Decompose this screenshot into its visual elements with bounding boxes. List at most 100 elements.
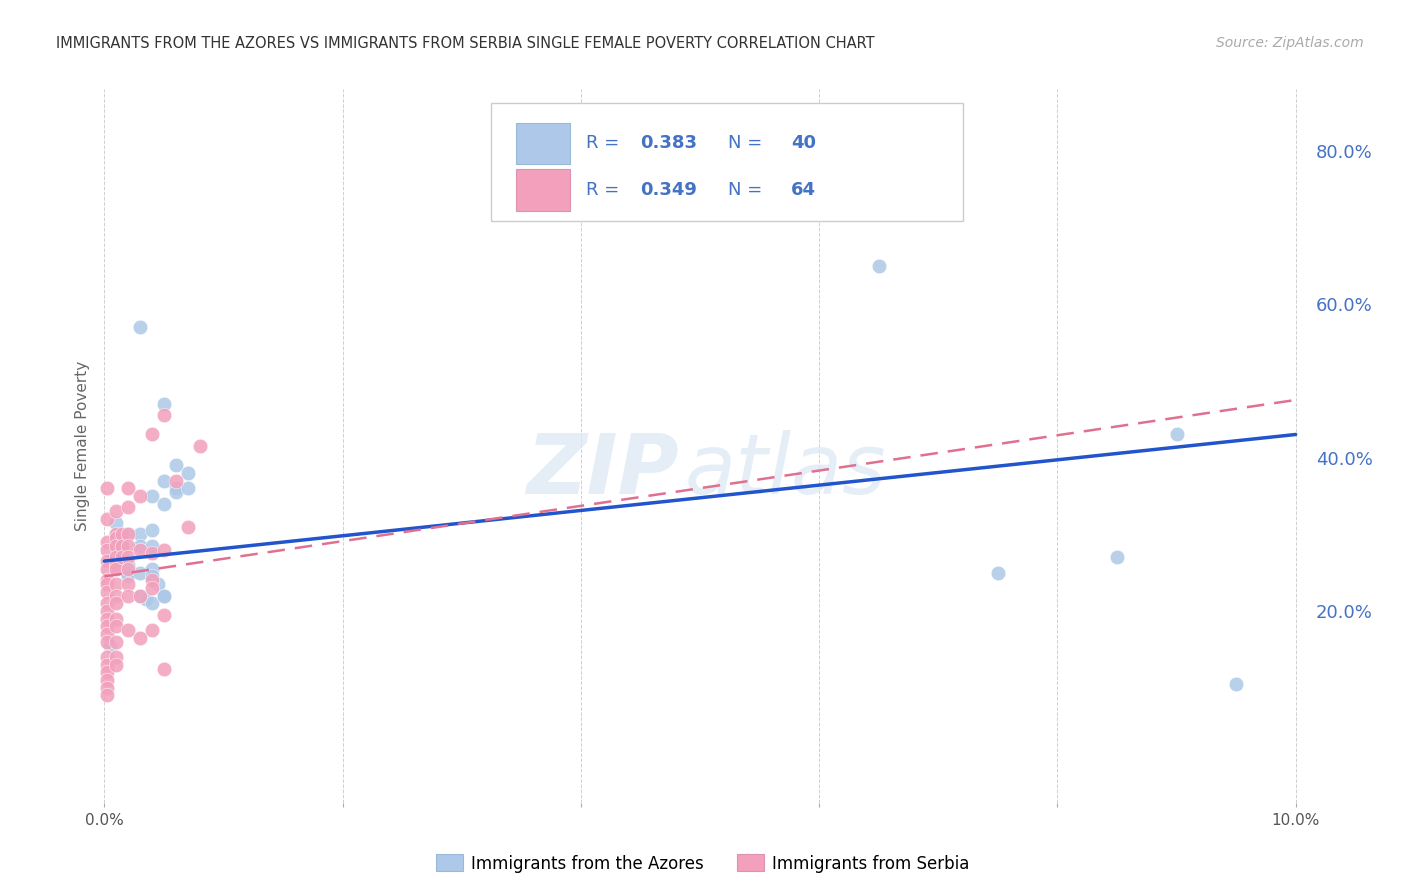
Point — [96, 512, 118, 526]
Point — [117, 569, 139, 583]
Point — [105, 550, 128, 565]
Point — [153, 497, 176, 511]
Point — [129, 527, 152, 541]
Point — [96, 577, 118, 591]
Point — [177, 466, 200, 480]
Point — [117, 527, 139, 541]
FancyBboxPatch shape — [492, 103, 963, 221]
Point — [111, 539, 134, 553]
Point — [96, 604, 118, 618]
Point — [111, 550, 134, 565]
Point — [1166, 427, 1188, 442]
Point — [117, 577, 139, 591]
Point — [129, 320, 152, 334]
Point — [96, 584, 118, 599]
Point — [96, 481, 118, 495]
Y-axis label: Single Female Poverty: Single Female Poverty — [75, 361, 90, 531]
Point — [96, 650, 118, 665]
Point — [117, 589, 139, 603]
Point — [141, 524, 163, 538]
Text: R =: R = — [586, 181, 624, 199]
Point — [188, 439, 211, 453]
Point — [96, 681, 118, 695]
Point — [105, 657, 128, 672]
Point — [117, 539, 139, 553]
Point — [1105, 550, 1128, 565]
Point — [177, 481, 200, 495]
Text: 40: 40 — [792, 135, 817, 153]
Point — [165, 485, 187, 500]
Point — [96, 665, 118, 680]
Point — [117, 481, 139, 495]
Point — [111, 527, 134, 541]
Point — [153, 589, 176, 603]
Point — [117, 527, 139, 541]
Point — [111, 550, 134, 565]
Point — [153, 397, 176, 411]
Point — [177, 519, 200, 533]
Point — [141, 489, 163, 503]
Point — [105, 612, 128, 626]
Text: N =: N = — [728, 135, 769, 153]
Text: Source: ZipAtlas.com: Source: ZipAtlas.com — [1216, 36, 1364, 50]
Point — [105, 596, 128, 610]
Point — [165, 458, 187, 473]
Text: 0.383: 0.383 — [640, 135, 697, 153]
Point — [96, 612, 118, 626]
Point — [987, 566, 1010, 580]
Point — [117, 623, 139, 637]
Point — [105, 531, 128, 545]
Point — [153, 542, 176, 557]
Point — [103, 554, 125, 568]
Point — [129, 631, 152, 645]
Point — [153, 474, 176, 488]
Point — [96, 542, 118, 557]
Text: ZIP: ZIP — [526, 431, 679, 511]
Point — [96, 689, 118, 703]
Point — [98, 639, 121, 653]
Point — [96, 562, 118, 576]
Point — [141, 581, 163, 595]
Point — [141, 596, 163, 610]
Point — [105, 550, 128, 565]
Point — [105, 650, 128, 665]
Point — [117, 550, 139, 565]
Point — [105, 634, 128, 648]
Text: 0.349: 0.349 — [640, 181, 697, 199]
Point — [868, 259, 890, 273]
Point — [96, 627, 118, 641]
Point — [141, 623, 163, 637]
Point — [141, 569, 163, 583]
Point — [153, 661, 176, 675]
Point — [129, 542, 152, 557]
Point — [165, 481, 187, 495]
FancyBboxPatch shape — [516, 169, 569, 211]
Point — [105, 619, 128, 633]
FancyBboxPatch shape — [516, 123, 569, 164]
Point — [105, 527, 128, 541]
Point — [105, 562, 128, 576]
Point — [129, 489, 152, 503]
Point — [141, 539, 163, 553]
Point — [129, 589, 152, 603]
Point — [129, 589, 152, 603]
Point — [96, 634, 118, 648]
Point — [135, 592, 157, 607]
Point — [129, 539, 152, 553]
Point — [117, 558, 139, 572]
Point — [96, 673, 118, 687]
Point — [117, 562, 139, 576]
Point — [141, 427, 163, 442]
Point — [153, 409, 176, 423]
Point — [105, 539, 128, 553]
Point — [105, 558, 128, 572]
Point — [96, 554, 118, 568]
Point — [105, 539, 128, 553]
Text: IMMIGRANTS FROM THE AZORES VS IMMIGRANTS FROM SERBIA SINGLE FEMALE POVERTY CORRE: IMMIGRANTS FROM THE AZORES VS IMMIGRANTS… — [56, 36, 875, 51]
Point — [96, 535, 118, 549]
Point — [96, 574, 118, 588]
Point — [153, 589, 176, 603]
Point — [141, 546, 163, 560]
Point — [96, 619, 118, 633]
Point — [105, 577, 128, 591]
